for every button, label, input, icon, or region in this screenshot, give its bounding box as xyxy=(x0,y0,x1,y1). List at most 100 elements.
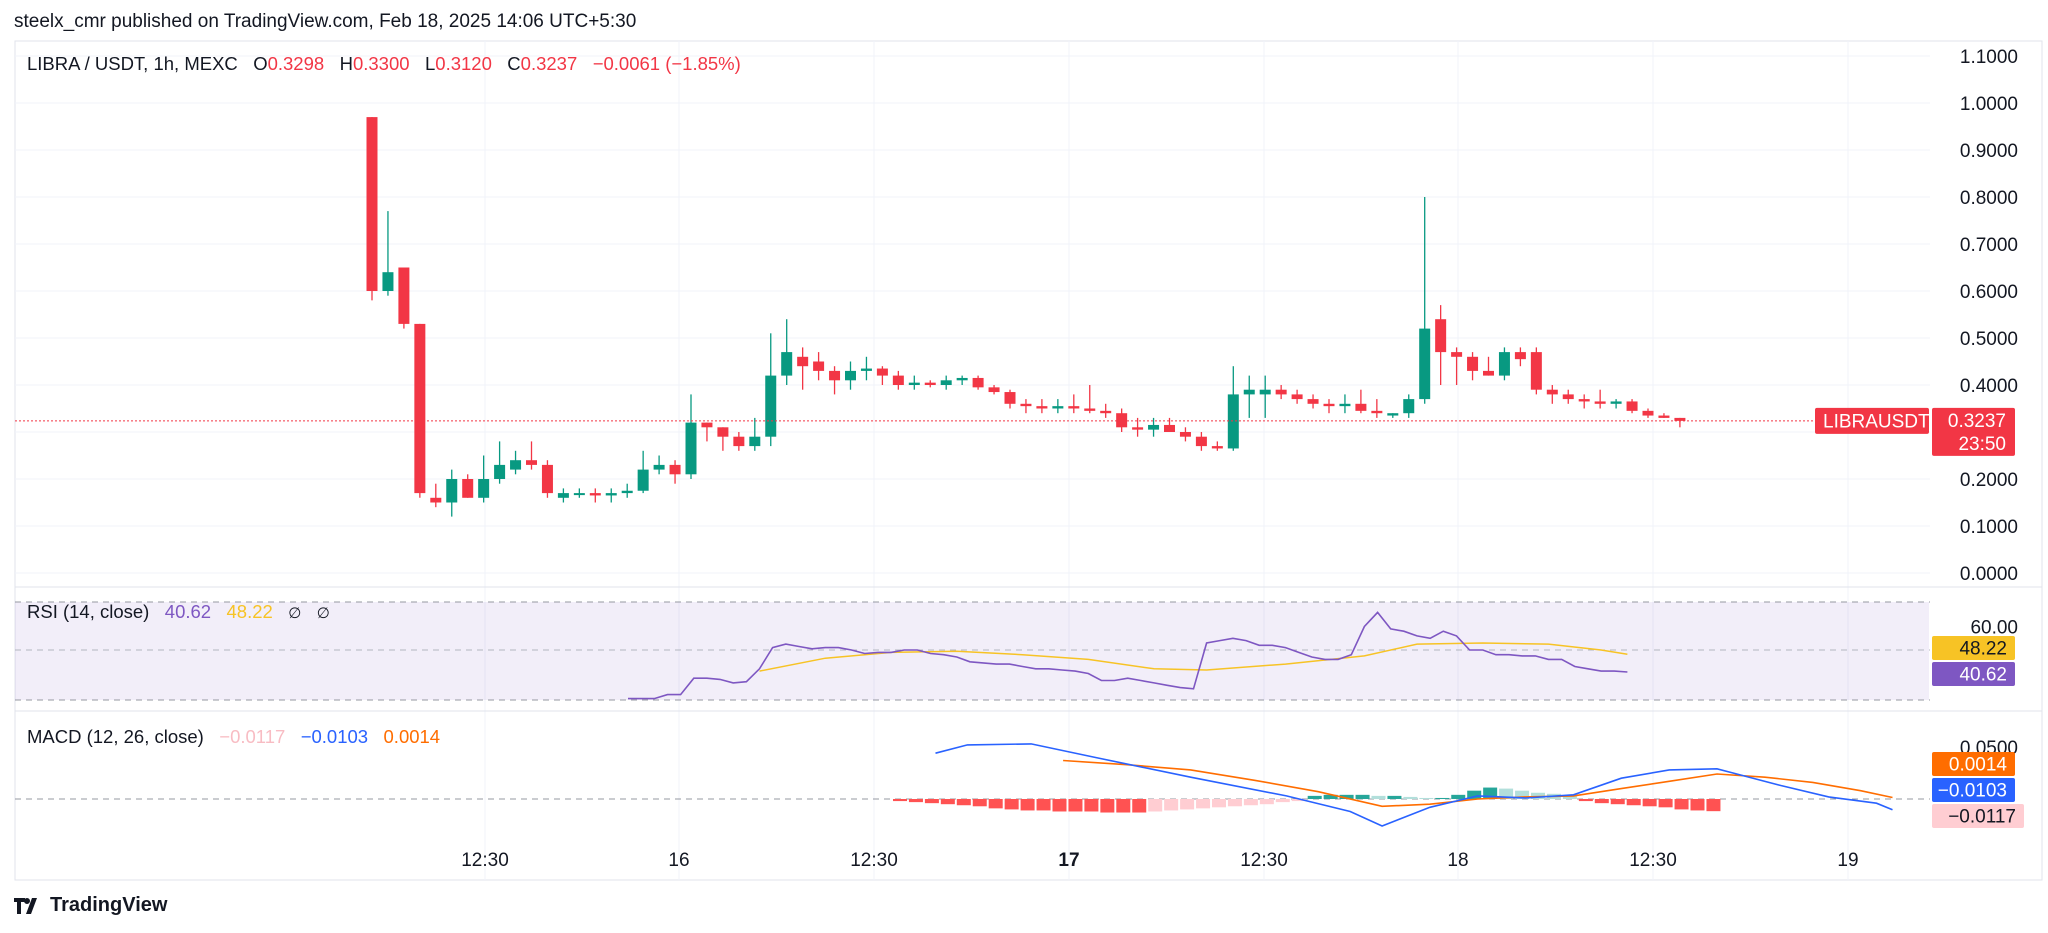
grid-lines xyxy=(15,41,1930,880)
time-tick-label: 12:30 xyxy=(461,850,509,871)
candle-body xyxy=(829,370,841,381)
macd-histogram-bar xyxy=(1212,799,1226,808)
candle-body xyxy=(765,375,777,437)
rsi-pane xyxy=(628,611,1628,700)
hidden-value-icon: ∅ xyxy=(316,605,330,622)
macd-legend: MACD (12, 26, close) −0.0117 −0.0103 0.0… xyxy=(27,726,440,748)
macd-histogram-bar xyxy=(1594,799,1609,804)
time-tick-label: 16 xyxy=(668,850,689,871)
hidden-value-icon: ∅ xyxy=(288,605,302,622)
candle-body xyxy=(797,356,809,367)
candle-body xyxy=(1562,394,1574,400)
candle-body xyxy=(1403,399,1415,414)
tradingview-logo-icon xyxy=(14,897,37,914)
candle-body xyxy=(876,368,888,376)
price-tick-label: 0.1000 xyxy=(1960,517,2018,538)
macd-histogram-bar xyxy=(1483,787,1498,799)
time-tick-label: 17 xyxy=(1058,850,1079,871)
candle-body xyxy=(940,380,952,385)
candle-body xyxy=(398,267,410,324)
candle-body xyxy=(1658,415,1670,418)
open-label: O xyxy=(253,53,268,74)
time-tick-label: 12:30 xyxy=(1629,850,1677,871)
macd-histogram-bar xyxy=(956,799,971,806)
chart-frame xyxy=(14,40,2043,881)
candle-body xyxy=(494,464,506,479)
candle-body xyxy=(1164,424,1175,432)
macd-histogram-bar xyxy=(1004,799,1019,810)
candle-body xyxy=(462,479,474,498)
candle-body xyxy=(510,460,522,470)
candle-body xyxy=(956,377,968,381)
macd-histogram-bar xyxy=(1180,799,1195,810)
main-legend: LIBRA / USDT, 1h, MEXC O0.3298 H0.3300 L… xyxy=(27,53,741,75)
macd-histogram-bar xyxy=(1196,799,1211,809)
candle-body xyxy=(1514,352,1526,360)
macd-histogram-bar xyxy=(1658,799,1673,808)
time-tick-label: 12:30 xyxy=(1240,850,1288,871)
candle-body xyxy=(1227,394,1239,449)
tradingview-logo[interactable]: TradingView xyxy=(14,894,167,917)
candle-body xyxy=(1068,406,1080,409)
macd-histogram-bar xyxy=(1291,799,1306,802)
candle-body xyxy=(1275,389,1287,395)
macd-signal-line xyxy=(1063,759,1893,808)
price-tick-label: 0.5000 xyxy=(1960,329,2018,350)
candle-body xyxy=(541,464,553,494)
rsi-legend: RSI (14, close) 40.62 48.22 ∅ ∅ xyxy=(27,601,330,623)
macd-histogram-bar xyxy=(1562,795,1577,799)
candle-body xyxy=(366,117,378,291)
macd-histogram-bar xyxy=(1706,799,1721,812)
candle-body xyxy=(1610,401,1622,404)
candle-body xyxy=(1578,399,1590,402)
macd-histogram-bar xyxy=(1275,799,1290,803)
close-value: 0.3237 xyxy=(520,53,578,74)
macd-histogram-bar xyxy=(1387,795,1402,799)
symbol-price-badge: LIBRAUSDT xyxy=(1823,411,1930,432)
macd-histogram-bar xyxy=(1323,794,1338,799)
rsi-title[interactable]: RSI (14, close) xyxy=(27,601,150,622)
macd-histogram-bar xyxy=(1371,795,1386,799)
macd-histogram-badge: −0.0117 xyxy=(1948,807,2016,828)
macd-histogram-bar xyxy=(1036,799,1051,811)
macd-pane xyxy=(893,743,1893,827)
macd-title[interactable]: MACD (12, 26, close) xyxy=(27,726,204,747)
macd-histogram-bar xyxy=(908,799,923,803)
macd-line xyxy=(935,743,1893,827)
candle-body xyxy=(1020,403,1032,407)
candle-body xyxy=(1483,370,1494,376)
candle-body xyxy=(637,469,649,491)
candle-body xyxy=(1132,427,1144,430)
candle-body xyxy=(1642,410,1654,416)
candle-body xyxy=(621,490,633,494)
symbol-label[interactable]: LIBRA / USDT, 1h, MEXC xyxy=(27,53,238,74)
candle-body xyxy=(1036,406,1048,409)
macd-histogram-bar xyxy=(1259,799,1274,805)
candle-body xyxy=(1419,328,1431,400)
candle-body xyxy=(526,460,537,465)
macd-histogram-bar xyxy=(1690,799,1705,811)
high-value: 0.3300 xyxy=(352,53,410,74)
candle-body xyxy=(1243,389,1255,395)
macd-histogram-bar xyxy=(1132,799,1147,813)
candle-body xyxy=(1052,406,1064,409)
macd-histogram-bar xyxy=(1642,799,1657,807)
price-tick-label: 1.1000 xyxy=(1960,47,2018,68)
macd-histogram-bar xyxy=(1355,794,1370,799)
candle-body xyxy=(605,493,617,496)
low-label: L xyxy=(424,53,436,74)
macd-histogram-bar xyxy=(1068,799,1083,812)
macd-histogram-bar xyxy=(1084,799,1099,812)
macd-signal-value: 0.0014 xyxy=(383,726,441,747)
macd-histogram-bar xyxy=(1148,799,1163,812)
candle-body xyxy=(781,352,793,376)
price-tick-label: 0.4000 xyxy=(1960,376,2018,397)
candle-body xyxy=(1179,432,1191,437)
candle-body xyxy=(573,493,585,496)
time-tick-label: 19 xyxy=(1837,850,1858,871)
candle-body xyxy=(1674,417,1686,421)
macd-histogram-bar xyxy=(1499,788,1514,799)
macd-histogram-bar xyxy=(1227,799,1242,807)
candle-body xyxy=(1211,446,1223,449)
